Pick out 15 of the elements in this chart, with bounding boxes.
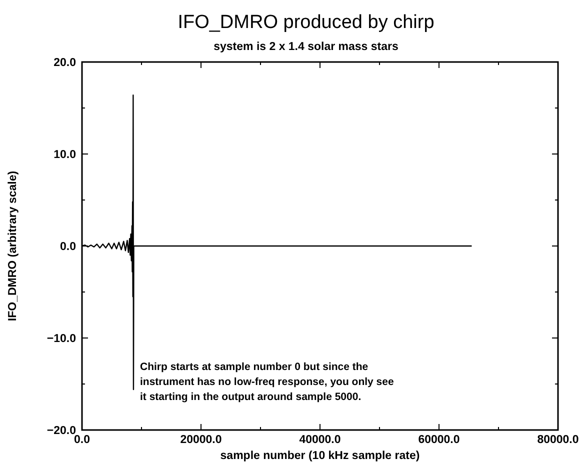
x-tick-label: 80000.0 xyxy=(537,434,579,446)
x-tick-label: 0.0 xyxy=(74,434,90,446)
y-tick-label: 0.0 xyxy=(60,241,76,253)
y-tick-label: −10.0 xyxy=(46,333,76,345)
y-tick-label: 20.0 xyxy=(54,57,76,69)
x-tick-label: 60000.0 xyxy=(418,434,460,446)
x-tick-label: 40000.0 xyxy=(299,434,341,446)
y-tick-label: 10.0 xyxy=(54,149,76,161)
chart-title: IFO_DMRO produced by chirp xyxy=(178,12,434,33)
x-axis-title: sample number (10 kHz sample rate) xyxy=(220,450,420,462)
y-axis-title: IFO_DMRO (arbitrary scale) xyxy=(7,170,19,322)
annotation: Chirp starts at sample number 0 but since the instrument has no low-freq response, you only see it starting in the output around sample 5000. xyxy=(140,361,394,403)
x-tick-label: 20000.0 xyxy=(180,434,222,446)
chart-subtitle: system is 2 x 1.4 solar mass stars xyxy=(214,41,398,53)
y-tick-label: −20.0 xyxy=(46,425,76,437)
